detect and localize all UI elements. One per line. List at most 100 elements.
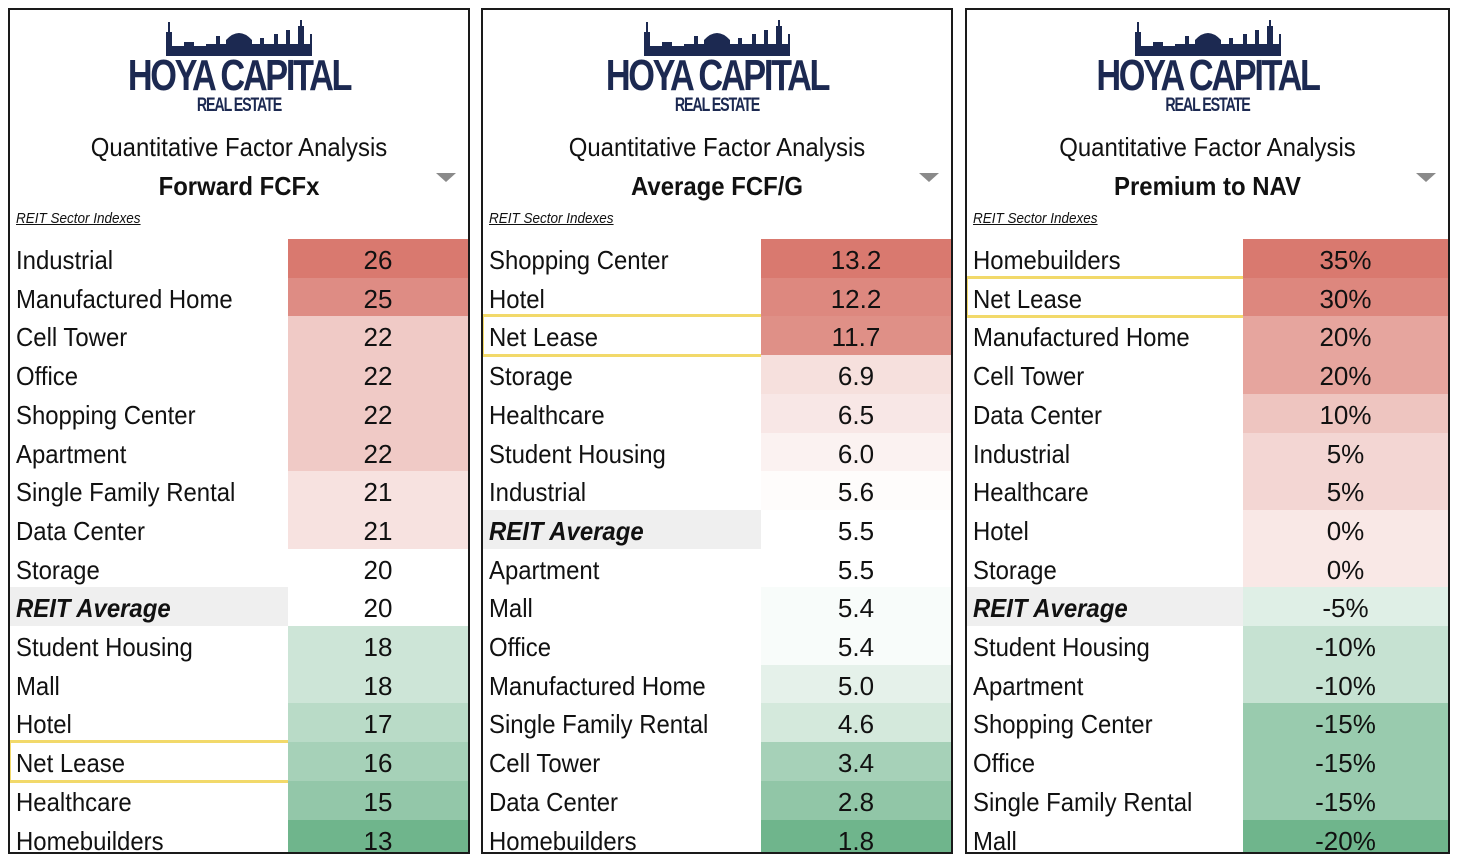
- value-cell: 4.6: [761, 703, 951, 743]
- value-cell: -15%: [1243, 780, 1448, 820]
- table-row: Storage 0%: [967, 548, 1448, 588]
- metric-title: Forward FCFx: [158, 171, 320, 201]
- average-row-background: [967, 587, 1243, 627]
- brand-subname: REAL ESTATE: [1165, 95, 1250, 116]
- value-cell: 11.7: [761, 316, 951, 356]
- dropdown-arrow-icon[interactable]: [1416, 173, 1436, 182]
- sector-name: Net Lease: [16, 748, 126, 779]
- hoya-capital-logo: HOYA CAPITAL REAL ESTATE: [10, 18, 468, 134]
- table-row: Homebuilders 13: [10, 819, 468, 854]
- average-row-background: [483, 509, 761, 549]
- table-row: Mall -20%: [967, 819, 1448, 852]
- dropdown-arrow-icon[interactable]: [436, 173, 456, 182]
- section-label: REIT Sector Indexes: [16, 210, 141, 227]
- sector-name: Homebuilders: [973, 245, 1121, 275]
- table-row: Cell Tower 3.4: [483, 742, 951, 782]
- value-cell: 5.5: [761, 548, 951, 588]
- table-row: Data Center 21: [10, 509, 468, 549]
- average-row: REIT Average 20: [10, 587, 468, 627]
- table-row: Apartment 22: [10, 432, 468, 472]
- sector-name: Student Housing: [973, 632, 1150, 662]
- value-cell: 20: [288, 548, 468, 588]
- table-row: Storage 20: [10, 548, 468, 588]
- table-row: Student Housing 6.0: [483, 432, 951, 472]
- sector-name: Single Family Rental: [16, 477, 236, 508]
- skyline-logo-icon: [644, 20, 790, 56]
- sector-name: Office: [16, 361, 79, 392]
- section-label: REIT Sector Indexes: [973, 210, 1098, 227]
- table-row: Healthcare 6.5: [483, 393, 951, 433]
- value-cell: 1.8: [761, 819, 951, 852]
- sector-name: Office: [489, 632, 552, 662]
- factor-panel: HOYA CAPITAL REAL ESTATE Quantitative Fact…: [8, 8, 470, 854]
- table-row: Storage 6.9: [483, 355, 951, 395]
- table-row: Industrial 5%: [967, 432, 1448, 472]
- table-row: Homebuilders 35%: [967, 239, 1448, 278]
- sector-name: Manufactured Home: [16, 283, 233, 314]
- sector-name: Cell Tower: [973, 361, 1085, 392]
- value-cell: 20%: [1243, 355, 1448, 395]
- sector-name: Healthcare: [489, 399, 605, 430]
- sector-name: Mall: [489, 593, 533, 624]
- brand-name: HOYA CAPITAL: [127, 51, 353, 100]
- value-cell: 21: [288, 509, 468, 549]
- sector-name: Mall: [16, 670, 60, 701]
- sector-name: Student Housing: [489, 438, 666, 469]
- table-row: Single Family Rental 4.6: [483, 703, 951, 743]
- value-cell: 22: [288, 432, 468, 472]
- metric-title: Premium to NAV: [1114, 171, 1301, 201]
- table-row: Net Lease 30%: [967, 277, 1448, 317]
- value-cell: 22: [288, 355, 468, 395]
- sector-name: Cell Tower: [16, 322, 128, 353]
- table-row: Student Housing 18: [10, 626, 468, 665]
- sector-name: REIT Average: [16, 593, 171, 624]
- sector-name: Apartment: [16, 438, 127, 469]
- sector-name: Office: [973, 748, 1036, 779]
- factor-panel: HOYA CAPITAL REAL ESTATE Quantitative Fact…: [965, 8, 1450, 854]
- value-cell: 5.4: [761, 587, 951, 627]
- sector-name: Net Lease: [489, 322, 599, 353]
- dropdown-arrow-icon[interactable]: [919, 173, 939, 182]
- value-cell: 35%: [1243, 239, 1448, 278]
- value-cell: 3.4: [761, 742, 951, 782]
- average-row-background: [10, 587, 288, 627]
- value-cell: 2.8: [761, 780, 951, 820]
- sector-name: REIT Average: [973, 593, 1128, 624]
- section-label: REIT Sector Indexes: [489, 210, 614, 227]
- table-row: Office -15%: [967, 742, 1448, 782]
- sector-name: Hotel: [489, 283, 545, 314]
- value-cell: -15%: [1243, 703, 1448, 743]
- average-row: REIT Average 5.5: [483, 509, 951, 549]
- table-row: Homebuilders 1.8: [483, 819, 951, 852]
- table-row: Healthcare 15: [10, 780, 468, 820]
- sector-name: Data Center: [16, 515, 145, 546]
- sector-name: Single Family Rental: [973, 786, 1193, 817]
- table-row: Hotel 17: [10, 703, 468, 743]
- skyline-logo-icon: [1134, 20, 1281, 56]
- value-cell: -10%: [1243, 626, 1448, 665]
- table-row: Net Lease 16: [10, 742, 468, 782]
- sector-name: Net Lease: [973, 283, 1083, 314]
- sector-name: Storage: [16, 554, 100, 585]
- sector-name: Industrial: [16, 245, 114, 275]
- brand-name: HOYA CAPITAL: [1096, 51, 1321, 100]
- table-row: Data Center 2.8: [483, 780, 951, 820]
- value-cell: -20%: [1243, 819, 1448, 852]
- sector-name: Industrial: [489, 477, 587, 508]
- value-cell: 12.2: [761, 277, 951, 317]
- sector-name: Manufactured Home: [973, 322, 1190, 353]
- value-cell: 5%: [1243, 471, 1448, 511]
- table-row: Single Family Rental -15%: [967, 780, 1448, 820]
- table-row: Industrial 26: [10, 239, 468, 278]
- value-cell: 6.5: [761, 393, 951, 433]
- table-row: Net Lease 11.7: [483, 316, 951, 356]
- table-row: Healthcare 5%: [967, 471, 1448, 511]
- sector-name: Shopping Center: [973, 709, 1153, 740]
- value-cell: -10%: [1243, 664, 1448, 704]
- table-row: Hotel 0%: [967, 509, 1448, 549]
- value-cell: 5.5: [761, 509, 951, 549]
- sector-name: Shopping Center: [16, 399, 196, 430]
- value-cell: 0%: [1243, 509, 1448, 549]
- sector-name: Apartment: [973, 670, 1084, 701]
- sector-name: Homebuilders: [16, 825, 164, 854]
